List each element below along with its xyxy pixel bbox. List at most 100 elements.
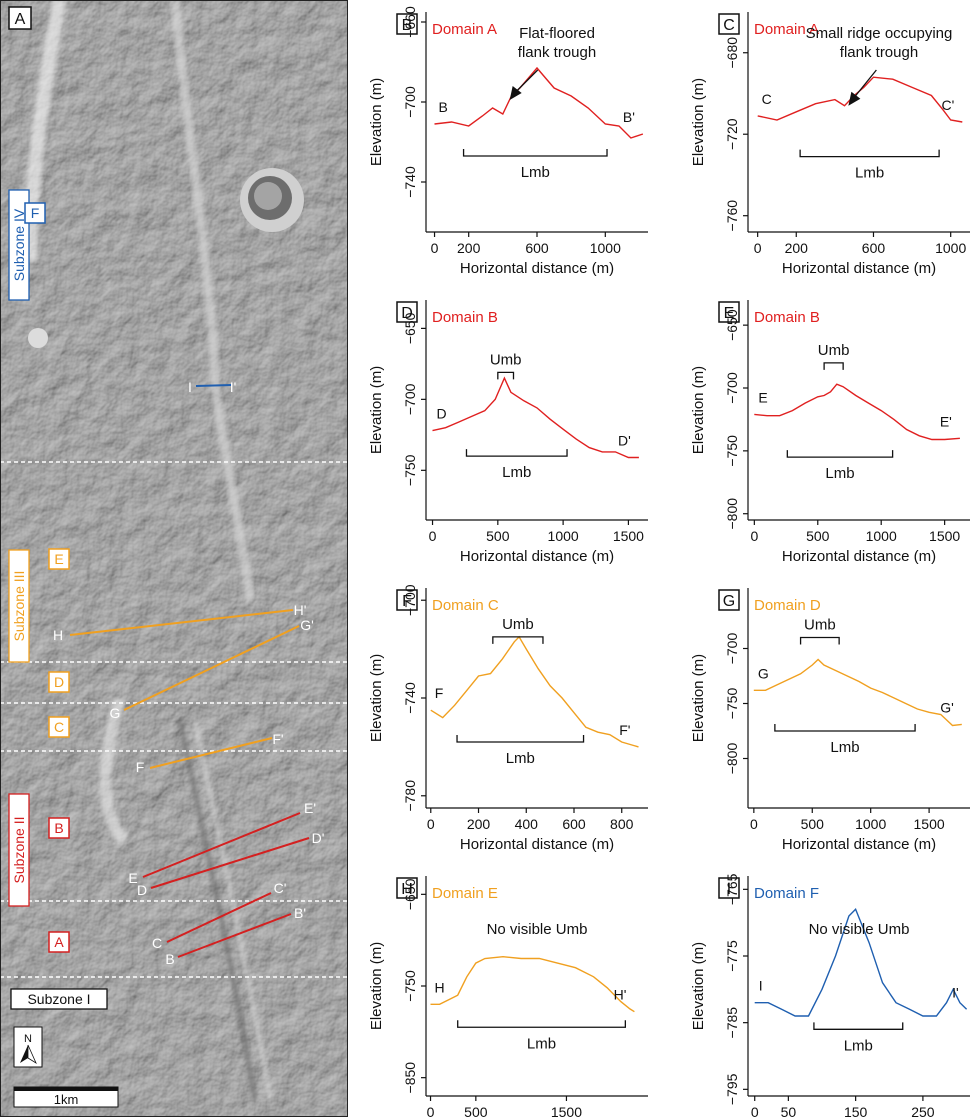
lmb-label: Lmb bbox=[521, 164, 550, 181]
svg-text:N: N bbox=[24, 1033, 32, 1045]
chart-title: Domain D bbox=[754, 597, 821, 614]
profile-end-label: E' bbox=[304, 800, 316, 816]
subzone-label: Subzone I bbox=[10, 988, 108, 1010]
x-axis-label: Horizontal distance (m) bbox=[460, 836, 614, 853]
elevation-profile bbox=[430, 635, 639, 748]
profile-end-label: B' bbox=[294, 905, 306, 921]
umb-label: Umb bbox=[804, 617, 836, 634]
profile-end-label: G' bbox=[300, 617, 314, 633]
x-tick-label: 600 bbox=[562, 816, 586, 832]
profile-start-label: F bbox=[435, 685, 444, 701]
profile-chart-c: C Domain A −680 −720 −760 0 200 600 1000 Horizont… bbox=[690, 12, 970, 277]
x-tick-label: 0 bbox=[429, 528, 437, 544]
profile-end-label: D' bbox=[618, 433, 631, 449]
svg-text:A: A bbox=[54, 934, 64, 950]
svg-text:B: B bbox=[54, 820, 63, 836]
elevation-profile bbox=[432, 376, 639, 459]
y-tick-label: −700 bbox=[402, 584, 418, 616]
chart-title: Domain A bbox=[754, 21, 819, 38]
profile-note: No visible Umb bbox=[809, 921, 910, 938]
x-tick-label: 500 bbox=[486, 528, 510, 544]
svg-text:Subzone III: Subzone III bbox=[11, 571, 27, 642]
profile-start-label: B bbox=[165, 951, 174, 967]
profile-start-label: H bbox=[53, 627, 63, 643]
svg-text:A: A bbox=[15, 11, 26, 28]
lmb-bracket: Lmb bbox=[813, 1022, 904, 1054]
elevation-profile bbox=[753, 658, 962, 727]
svg-text:G: G bbox=[723, 593, 735, 610]
x-axis-label: Horizontal distance (m) bbox=[782, 548, 936, 565]
x-tick-label: 0 bbox=[431, 240, 439, 256]
profile-note: No visible Umb bbox=[487, 921, 588, 938]
panel-letter: G bbox=[718, 589, 740, 611]
y-tick-label: −680 bbox=[724, 37, 740, 69]
x-axis-label: Horizontal distance (m) bbox=[782, 836, 936, 853]
ridge-features bbox=[23, 0, 272, 1101]
profile-line bbox=[142, 812, 301, 878]
x-tick-label: 1500 bbox=[613, 528, 644, 544]
profile-end-label: I' bbox=[230, 379, 237, 395]
annotation-text: flank trough bbox=[840, 44, 918, 61]
profile-lines bbox=[69, 384, 310, 958]
y-tick-label: −750 bbox=[724, 435, 740, 467]
x-tick-label: 200 bbox=[785, 240, 809, 256]
profile-chart-d: D Domain B −650 −700 −750 0 500 1000 1500 Horizon… bbox=[368, 300, 648, 565]
x-tick-label: 600 bbox=[862, 240, 886, 256]
y-tick-label: −650 bbox=[402, 312, 418, 344]
elevation-profile bbox=[757, 76, 963, 123]
lmb-bracket: Lmb bbox=[465, 449, 568, 481]
y-tick-label: −650 bbox=[724, 309, 740, 341]
y-axis-label: Elevation (m) bbox=[368, 366, 385, 454]
y-tick-label: −760 bbox=[724, 200, 740, 232]
svg-text:E: E bbox=[54, 551, 63, 567]
profile-start-label: E bbox=[128, 870, 137, 886]
profile-line bbox=[166, 892, 272, 943]
x-tick-label: 250 bbox=[911, 1104, 935, 1117]
profile-start-label: D bbox=[137, 882, 147, 898]
annotation-text: Flat-floored bbox=[519, 25, 595, 42]
chart-title: Domain C bbox=[432, 597, 499, 614]
umb-bracket: Umb bbox=[490, 351, 521, 380]
domain-box-d: D bbox=[48, 671, 70, 693]
x-tick-label: 0 bbox=[754, 240, 762, 256]
panel-letter: I bbox=[718, 877, 740, 899]
y-tick-label: −780 bbox=[402, 780, 418, 812]
y-tick-label: −785 bbox=[724, 1007, 740, 1039]
profile-chart-f: F Domain C −700 −740 −780 0 200 400 600 800 Horizo… bbox=[368, 584, 648, 853]
lmb-label: Lmb bbox=[830, 739, 859, 756]
x-tick-label: 800 bbox=[610, 816, 634, 832]
svg-text:Subzone II: Subzone II bbox=[11, 817, 27, 884]
y-tick-label: −765 bbox=[724, 873, 740, 905]
profile-line bbox=[123, 625, 300, 711]
svg-text:F: F bbox=[402, 593, 412, 610]
x-tick-label: 200 bbox=[457, 240, 481, 256]
chart-title: Domain E bbox=[432, 885, 498, 902]
profile-start-label: D bbox=[437, 406, 447, 422]
profile-line bbox=[69, 609, 294, 636]
y-tick-label: −750 bbox=[402, 454, 418, 486]
x-tick-label: 50 bbox=[781, 1104, 797, 1117]
svg-text:D: D bbox=[54, 674, 64, 690]
profile-end-label: F' bbox=[619, 722, 630, 738]
svg-text:Subzone I: Subzone I bbox=[27, 991, 90, 1007]
profile-end-label: B' bbox=[623, 109, 635, 125]
panel-letter: B bbox=[396, 13, 418, 35]
panel-letter: D bbox=[396, 301, 418, 323]
x-tick-label: 1000 bbox=[866, 528, 897, 544]
y-tick-label: −800 bbox=[724, 743, 740, 775]
profile-line bbox=[149, 737, 273, 769]
x-tick-label: 500 bbox=[806, 528, 830, 544]
svg-text:D: D bbox=[401, 305, 413, 322]
svg-text:C: C bbox=[723, 17, 735, 34]
x-tick-label: 1500 bbox=[551, 1104, 582, 1117]
chart-title: Domain F bbox=[754, 885, 819, 902]
y-tick-label: −740 bbox=[402, 166, 418, 198]
profile-end-label: C' bbox=[274, 880, 287, 896]
annotation-text: Small ridge occupying bbox=[806, 25, 953, 42]
domain-box-b: B bbox=[48, 817, 70, 839]
x-tick-label: 500 bbox=[464, 1104, 488, 1117]
subzone-dividers bbox=[0, 461, 348, 978]
y-tick-label: −660 bbox=[402, 6, 418, 38]
